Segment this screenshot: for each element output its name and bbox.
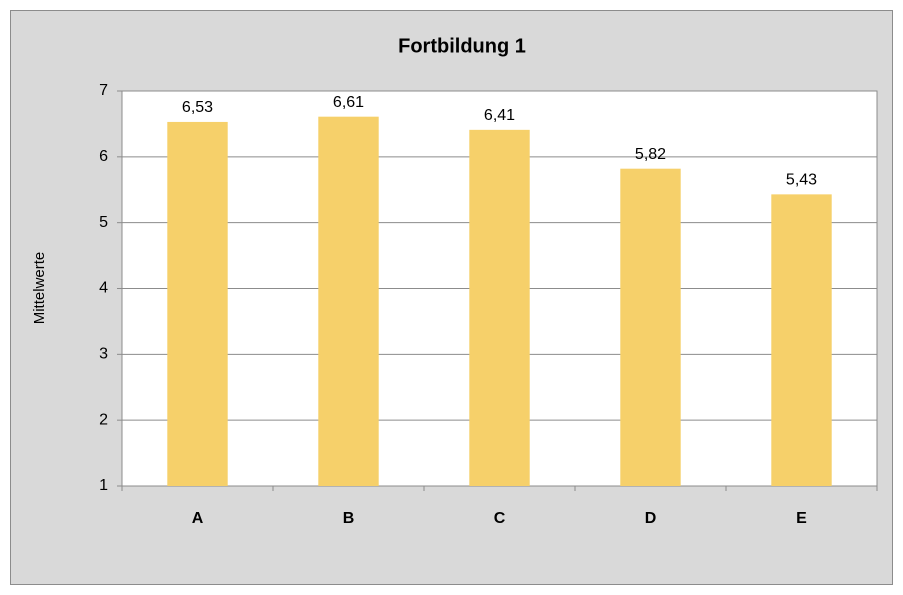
- data-label: 5,43: [786, 172, 817, 189]
- y-tick-label: 1: [99, 477, 108, 494]
- x-tick-label: D: [645, 510, 657, 527]
- bar: [771, 194, 832, 486]
- x-tick-label: A: [192, 510, 204, 527]
- y-tick-label: 2: [99, 411, 108, 428]
- y-axis-label: Mittelwerte: [31, 252, 48, 325]
- bar: [620, 168, 681, 486]
- data-label: 6,61: [333, 94, 364, 111]
- data-label: 5,82: [635, 146, 666, 163]
- chart-title: Fortbildung 1: [398, 35, 526, 57]
- y-tick-label: 7: [99, 82, 108, 99]
- y-tick-label: 5: [99, 214, 108, 231]
- data-label: 6,53: [182, 99, 213, 116]
- x-tick-label: C: [494, 510, 506, 527]
- y-tick-label: 3: [99, 346, 108, 363]
- y-tick-label: 6: [99, 148, 108, 165]
- bar: [167, 121, 228, 487]
- data-label: 6,41: [484, 107, 515, 124]
- bar: [318, 116, 379, 487]
- y-tick-label: 4: [99, 280, 108, 297]
- bar: [469, 129, 530, 486]
- x-tick-label: E: [796, 510, 807, 527]
- x-tick-label: B: [343, 510, 355, 527]
